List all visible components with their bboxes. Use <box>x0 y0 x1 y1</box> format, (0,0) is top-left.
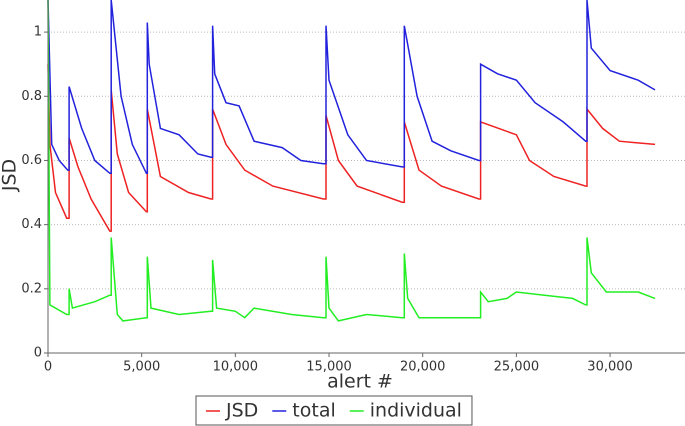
y-tick-label: 0.2 <box>21 281 42 296</box>
legend-label: JSD <box>225 400 258 422</box>
legend-label: total <box>292 400 335 422</box>
x-tick-label: 10,000 <box>213 360 259 375</box>
series-line <box>47 0 656 322</box>
x-tick-label: 15,000 <box>306 360 352 375</box>
y-tick-label: 0.6 <box>21 153 42 168</box>
series-line <box>47 0 656 175</box>
x-axis-label: alert # <box>327 371 393 393</box>
x-tick-label: 5,000 <box>123 360 160 375</box>
x-tick-label: 0 <box>44 360 52 375</box>
legend-label: individual <box>370 400 462 422</box>
y-tick-label: 1 <box>34 25 42 40</box>
x-tick-label: 30,000 <box>587 360 633 375</box>
y-tick-label: 0 <box>34 346 42 361</box>
y-tick-label: 0.4 <box>21 217 42 232</box>
x-tick-label: 25,000 <box>494 360 540 375</box>
legend: JSD total individual <box>195 395 473 426</box>
legend-box <box>195 395 473 426</box>
x-tick-label: 20,000 <box>400 360 446 375</box>
y-tick-label: 0.8 <box>21 89 42 104</box>
series-line <box>47 64 656 232</box>
y-axis-label: JSD <box>0 159 21 192</box>
